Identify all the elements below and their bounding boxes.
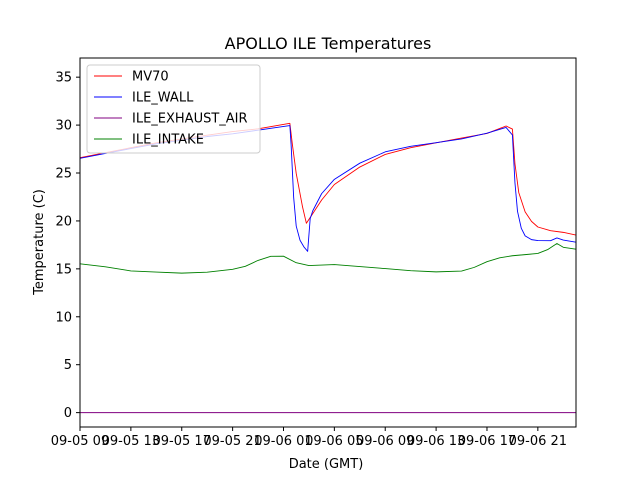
y-tick-label: 5 [64, 358, 72, 373]
legend-label: MV70 [132, 70, 169, 85]
y-tick-label: 35 [55, 71, 72, 86]
y-axis-label: Temperature (C) [32, 189, 47, 296]
y-tick-label: 30 [55, 119, 72, 134]
legend-label: ILE_EXHAUST_AIR [132, 112, 248, 127]
y-axis: 0 5 10 15 20 25 30 35 [55, 71, 80, 421]
x-tick-label: 09-05 09 [51, 434, 109, 449]
x-tick-label: 09-05 13 [102, 434, 160, 449]
x-tick-label: 09-06 17 [458, 434, 516, 449]
y-tick-label: 25 [55, 167, 72, 182]
y-tick-label: 20 [55, 214, 72, 229]
x-tick-label: 09-05 21 [203, 434, 261, 449]
x-tick-label: 09-06 09 [356, 434, 414, 449]
legend: MV70 ILE_WALL ILE_EXHAUST_AIR ILE_INTAKE [86, 64, 261, 154]
x-tick-label: 09-05 17 [153, 434, 211, 449]
legend-box [86, 64, 261, 154]
series-line-ile-intake [80, 243, 576, 274]
y-tick-label: 0 [64, 406, 72, 421]
axes-frame [79, 57, 577, 428]
x-tick-label: 09-06 05 [305, 434, 363, 449]
x-axis-label: Date (GMT) [289, 457, 364, 472]
x-tick-label: 09-06 01 [254, 434, 312, 449]
x-tick-label: 09-06 13 [407, 434, 465, 449]
chart-title: APOLLO ILE Temperatures [225, 34, 432, 53]
y-tick-label: 15 [55, 262, 72, 277]
y-tick-label: 10 [55, 310, 72, 325]
legend-label: ILE_INTAKE [132, 133, 204, 148]
legend-label: ILE_WALL [132, 91, 194, 106]
x-tick-label: 09-06 21 [509, 434, 567, 449]
